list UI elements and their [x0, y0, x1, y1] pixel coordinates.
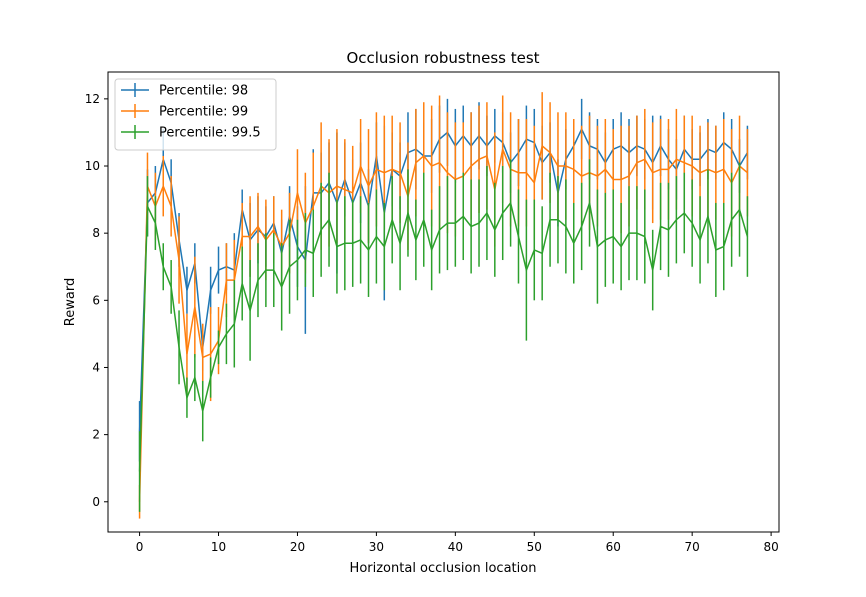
y-tick-label: 4 [92, 360, 100, 374]
legend: Percentile: 98 Percentile: 99 Percentile: … [114, 78, 277, 151]
x-tick-label: 10 [211, 540, 226, 554]
legend-label: Percentile: 98 [159, 84, 248, 99]
x-axis: 0 10 20 30 40 50 60 70 80 [136, 532, 779, 554]
y-tick-label: 8 [92, 226, 100, 240]
x-tick-label: 50 [527, 540, 542, 554]
plot-area [138, 92, 749, 519]
y-axis-label: Reward [63, 278, 78, 326]
legend-item: Percentile: 98 [121, 83, 248, 99]
y-tick-label: 6 [92, 293, 100, 307]
x-tick-label: 20 [290, 540, 305, 554]
x-tick-label: 30 [369, 540, 384, 554]
y-axis: 0 2 4 6 8 10 12 [85, 92, 108, 509]
chart-title: Occlusion robustness test [346, 49, 539, 67]
series-line [138, 201, 749, 472]
x-tick-label: 0 [136, 540, 144, 554]
legend-item: Percentile: 99 [121, 104, 248, 120]
y-tick-label: 2 [92, 428, 100, 442]
y-tick-label: 10 [85, 159, 100, 173]
legend-label: Percentile: 99.5 [159, 126, 261, 141]
legend-label: Percentile: 99 [159, 105, 248, 120]
x-tick-label: 80 [763, 540, 778, 554]
x-tick-label: 60 [606, 540, 621, 554]
legend-item: Percentile: 99.5 [121, 125, 261, 141]
legend-box [114, 78, 277, 151]
series-line [138, 144, 748, 502]
plot-frame [107, 71, 780, 533]
y-tick-label: 0 [92, 495, 100, 509]
series-line [138, 127, 749, 432]
series-3 [138, 159, 749, 512]
y-tick-label: 12 [85, 92, 100, 106]
x-tick-label: 40 [448, 540, 463, 554]
x-tick-label: 70 [685, 540, 700, 554]
x-axis-label: Horizontal occlusion location [350, 561, 537, 576]
